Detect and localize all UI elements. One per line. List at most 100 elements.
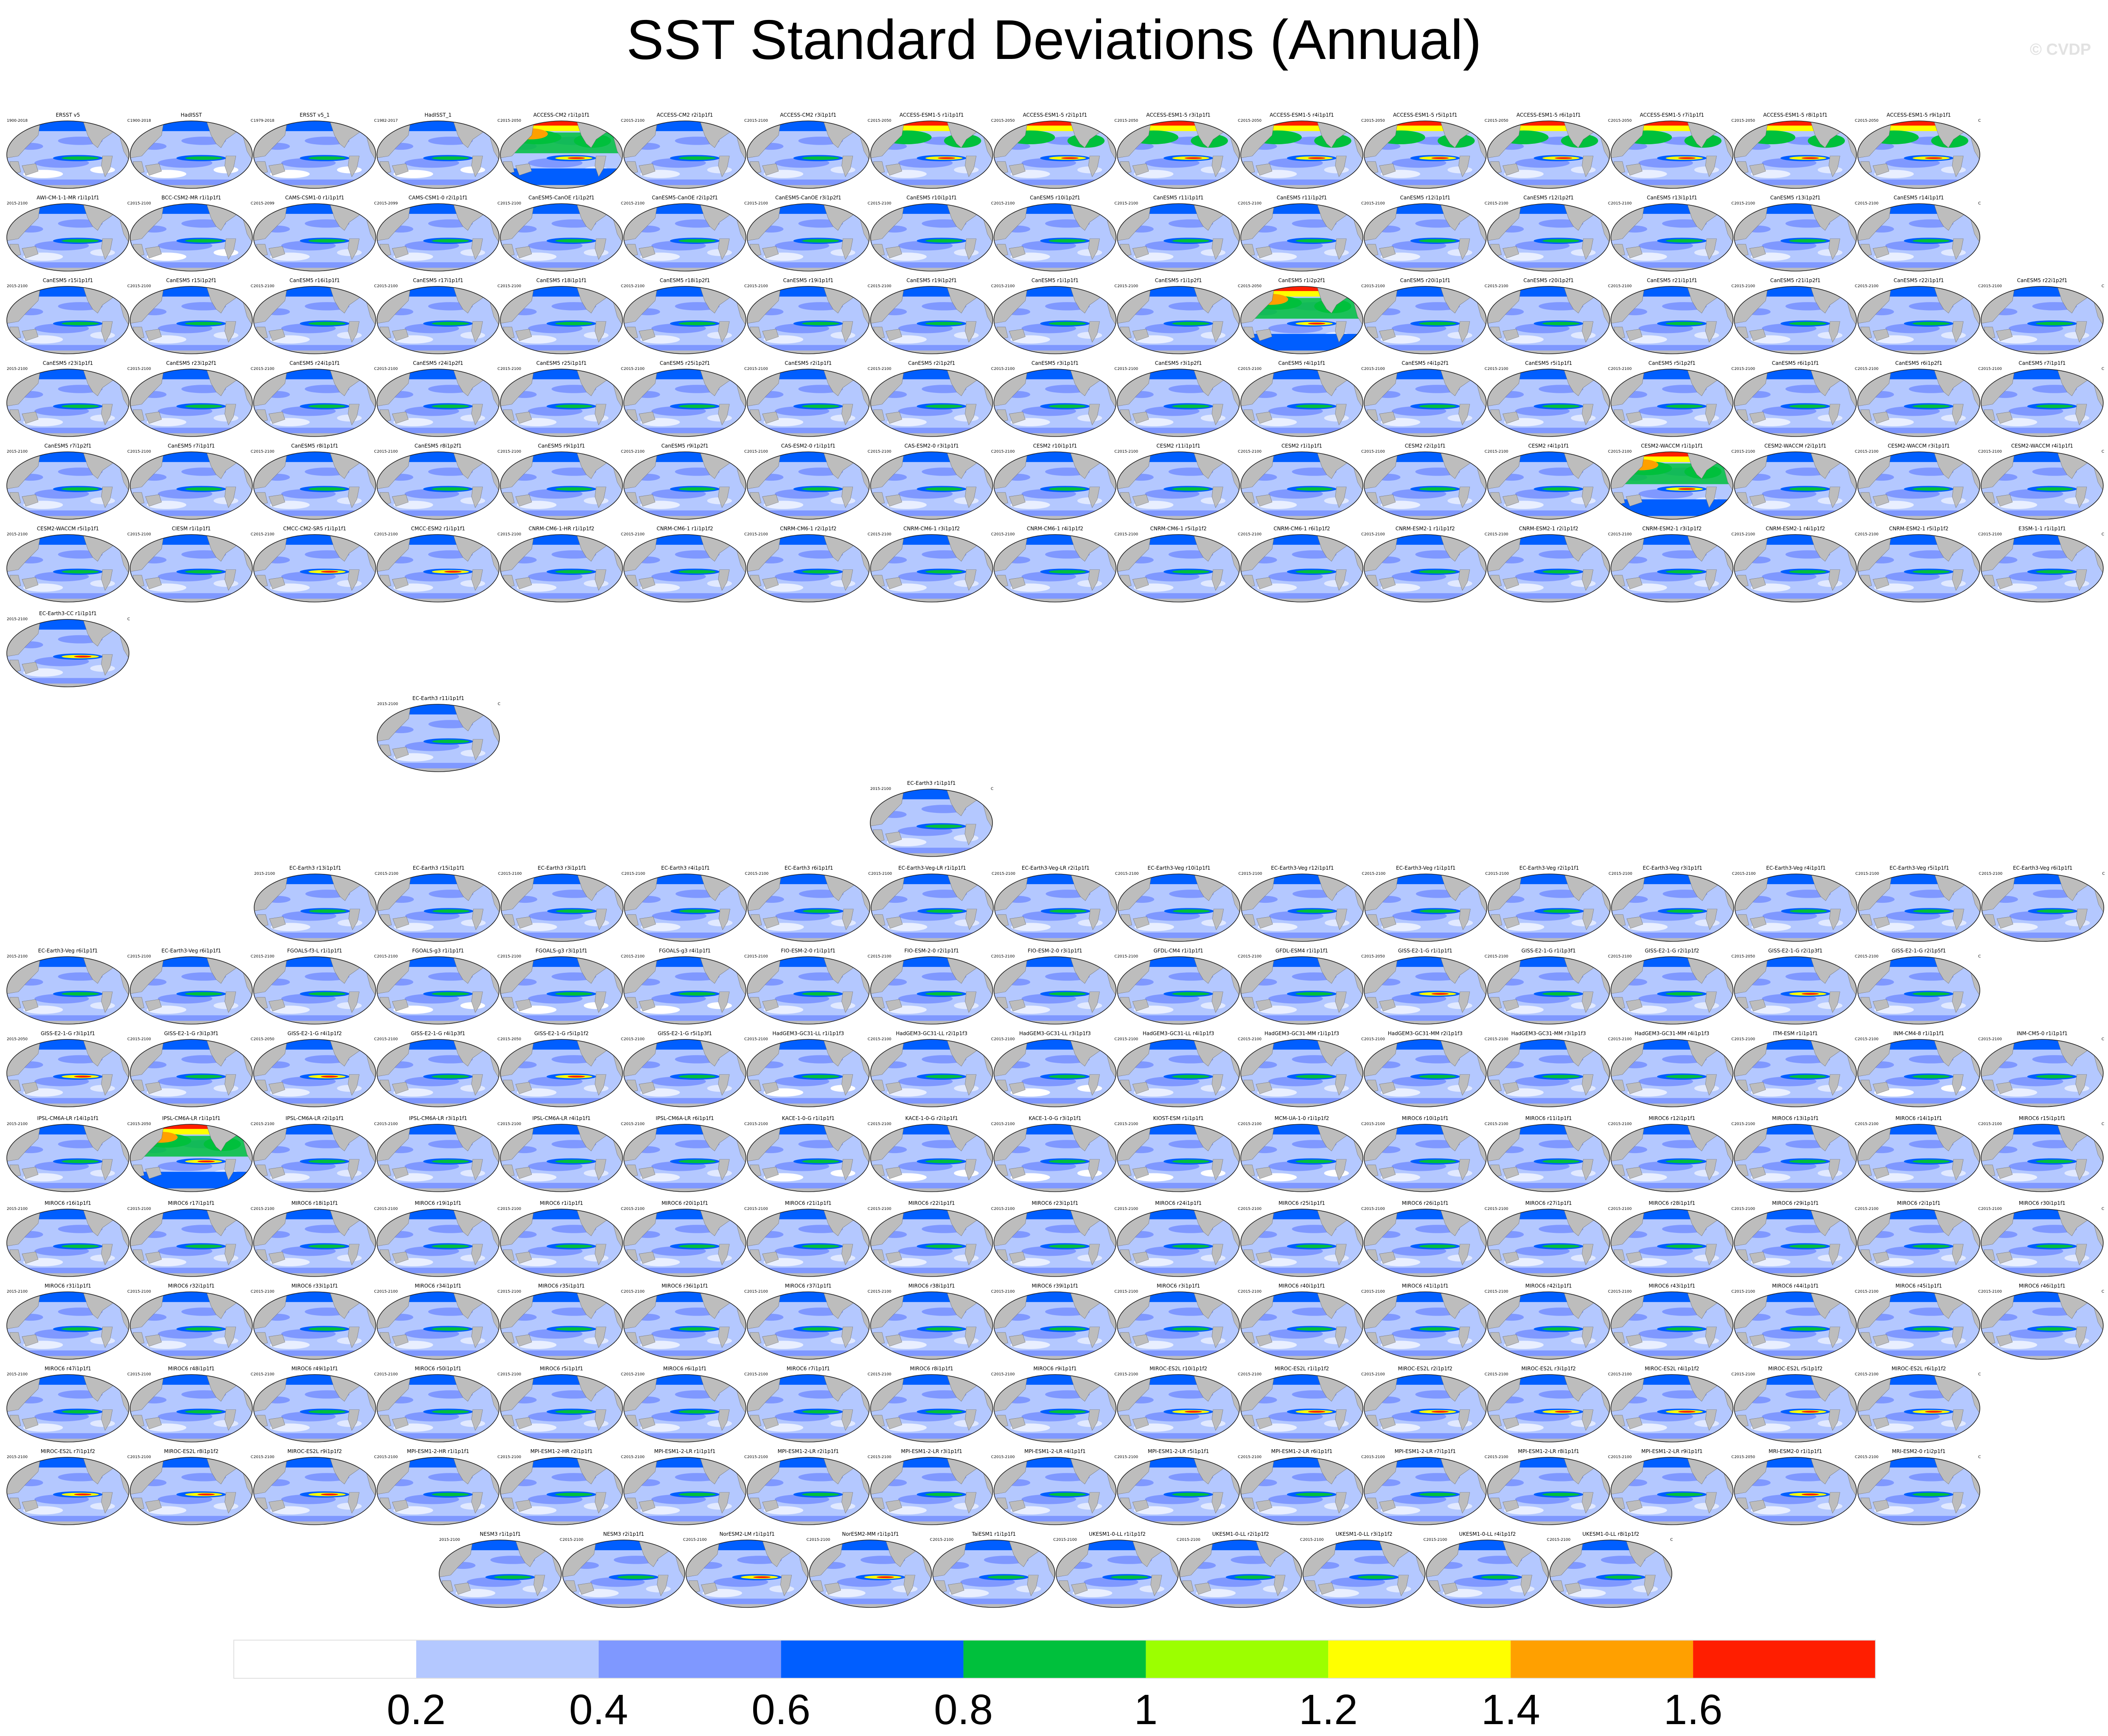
map-outline: [993, 956, 1117, 1025]
panel-years: 2015-2100: [871, 1037, 891, 1042]
panel-units: C: [127, 532, 130, 537]
panel-title: ACCESS-ESM1-5 r3i1p1f1: [1146, 112, 1211, 118]
panel-years: 2015-2100: [7, 617, 28, 622]
map-outline: [1487, 534, 1610, 602]
panel-units: C: [1239, 872, 1241, 876]
panel-units: C: [127, 202, 130, 206]
panel-years: 2015-2100: [130, 450, 151, 454]
panel-title: CanESM5 r2i1p1f1: [785, 360, 832, 366]
panel-title: CanESM5 r6i1p2f1: [1895, 360, 1943, 366]
panel-title: CanESM5 r25i1p1f1: [536, 360, 587, 366]
map-outline: [129, 369, 253, 437]
panel-units: C: [744, 202, 747, 206]
panel-units: C: [1114, 119, 1117, 123]
panel-units: C: [1608, 284, 1611, 288]
panel-title: EC-Earth3-Veg r5i1p1f1: [1889, 865, 1949, 871]
map-outline: [1117, 203, 1240, 272]
map-outline: [129, 120, 253, 189]
map-outline: [6, 619, 129, 687]
panel-units: C: [1114, 955, 1117, 959]
panel-title: CNRM-ESM2-1 r3i1p1f2: [1642, 526, 1702, 532]
map-outline: [1857, 534, 1980, 602]
panel-units: C: [1609, 872, 1611, 876]
colorbar-tick-label: 0.4: [569, 1686, 628, 1733]
panel-years: 2015-2100: [871, 202, 891, 206]
map-outline: [1117, 451, 1240, 520]
panel-years: 2015-2100: [871, 367, 891, 371]
panel-years: 2015-2100: [747, 202, 768, 206]
panel-title: CanESM5 r3i1p2f1: [1155, 360, 1202, 366]
map-outline: [1487, 451, 1610, 520]
panel-units: C: [2102, 450, 2104, 454]
map-outline: [1610, 451, 1734, 520]
map-outline: [500, 1039, 623, 1107]
panel-units: C: [498, 872, 501, 876]
panel-title: ACCESS-ESM1-5 r1i1p1f1: [900, 112, 964, 118]
panel-units: C: [621, 955, 623, 959]
map-outline: [1487, 1039, 1610, 1107]
panel-years: 2015-2100: [1981, 284, 2002, 288]
panel-title: EC-Earth3-Veg r6i1p1f1: [162, 948, 221, 954]
panel-title: CNRM-CM6-1-HR r1i1p1f2: [529, 526, 594, 532]
map-outline: [376, 956, 500, 1025]
panel-title: CanESM5 r12i1p1f1: [1400, 195, 1450, 201]
panel-years: 2015-2100: [7, 532, 28, 537]
panel-units: C: [1732, 872, 1735, 876]
panel-years: 2015-2100: [1858, 532, 1878, 537]
panel-years: 2015-2100: [1488, 202, 1508, 206]
colorbar-swatch: [1328, 1640, 1511, 1678]
panel-title: ERSST v5: [56, 112, 80, 118]
map-outline: [253, 451, 376, 520]
panel-title: CanESM5 r2i1p2f1: [908, 360, 955, 366]
panel-units: C: [622, 872, 624, 876]
panel-years: 2015-2100: [7, 955, 28, 959]
panel-title: CIESM r1i1p1f1: [172, 526, 211, 532]
map-outline: [1734, 1039, 1857, 1107]
panel-title: CanESM5 r3i1p1f1: [1032, 360, 1079, 366]
panel-units: C: [1608, 119, 1611, 123]
map-outline: [6, 286, 129, 354]
panel-title: CESM2 r10i1p1f1: [1033, 443, 1077, 449]
panel-years: 2015-2100: [994, 532, 1015, 537]
panel-title: ACCESS-ESM1-5 r6i1p1f1: [1517, 112, 1581, 118]
panel-title: EC-Earth3-Veg-LR r2i1p1f1: [1022, 865, 1090, 871]
panel-title: GISS-E2-1-G r1i1p1f1: [1398, 948, 1452, 954]
panel-years: 2015-2100: [1734, 450, 1755, 454]
map-outline: [1364, 956, 1487, 1025]
panel-title: EC-Earth3-Veg-LR r1i1p1f1: [898, 865, 966, 871]
map-outline: [870, 369, 993, 437]
panel-years: 2015-2100: [1734, 202, 1755, 206]
panel-units: C: [497, 1037, 500, 1042]
panel-title: CanESM5 r8i1p2f1: [415, 443, 462, 449]
panel-title: EC-Earth3 r6i1p1f1: [785, 865, 833, 871]
panel-units: C: [127, 955, 130, 959]
panel-units: C: [2102, 872, 2105, 876]
panel-years: 2015-2100: [624, 872, 645, 876]
map-outline: [1734, 203, 1857, 272]
map-outline: [1117, 1039, 1240, 1107]
panel-title: EC-Earth3-Veg r3i1p1f1: [1643, 865, 1702, 871]
map-outline: [623, 1039, 746, 1107]
panel-title: HadGEM3-GC31-LL r2i1p1f3: [896, 1030, 967, 1036]
panel-years: 2015-2100: [1364, 367, 1385, 371]
map-outline: [6, 956, 129, 1025]
panel-title: EC-Earth3-Veg r2i1p1f1: [1519, 865, 1579, 871]
panel-title: AWI-CM-1-1-MR r1i1p1f1: [36, 195, 99, 201]
map-outline: [1488, 874, 1611, 942]
panel-years: 2015-2100: [1364, 1037, 1385, 1042]
panel-years: 2015-2050: [1241, 284, 1261, 288]
panel-years: 2015-2100: [994, 367, 1015, 371]
panel-units: C: [2102, 284, 2104, 288]
panel-units: C: [744, 450, 747, 454]
panel-years: 1900-2018: [7, 119, 28, 123]
